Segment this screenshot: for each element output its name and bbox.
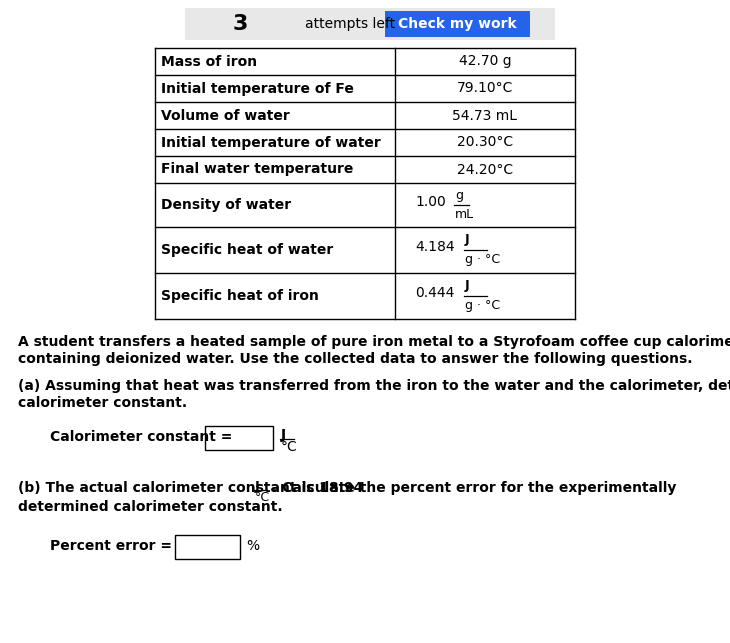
Text: (b) The actual calorimeter constant is 18.94: (b) The actual calorimeter constant is 1… (18, 481, 364, 495)
Bar (385, 11, 530, 37)
Text: g: g (455, 188, 463, 201)
Bar (185, 8, 555, 40)
Text: attempts left: attempts left (305, 17, 395, 31)
Text: Density of water: Density of water (161, 198, 291, 212)
Text: Check my work: Check my work (398, 17, 517, 31)
Text: determined calorimeter constant.: determined calorimeter constant. (18, 500, 283, 514)
Text: Volume of water: Volume of water (161, 109, 290, 123)
Bar (175, 535, 240, 559)
Text: J: J (465, 278, 469, 291)
Text: . Calculate the percent error for the experimentally: . Calculate the percent error for the ex… (272, 481, 677, 495)
Text: J: J (281, 428, 286, 442)
Text: °C: °C (281, 440, 298, 454)
Text: Initial temperature of water: Initial temperature of water (161, 136, 381, 150)
Text: Mass of iron: Mass of iron (161, 55, 257, 69)
Text: (a) Assuming that heat was transferred from the iron to the water and the calori: (a) Assuming that heat was transferred f… (18, 379, 730, 393)
Text: Specific heat of water: Specific heat of water (161, 243, 334, 257)
Text: J: J (255, 480, 260, 493)
Text: mL: mL (455, 208, 474, 221)
Text: Percent error =: Percent error = (50, 539, 172, 553)
Text: 4.184: 4.184 (415, 240, 455, 254)
Text: Initial temperature of Fe: Initial temperature of Fe (161, 82, 354, 96)
Text: Final water temperature: Final water temperature (161, 163, 353, 176)
Text: %: % (246, 539, 259, 553)
Text: 24.20°C: 24.20°C (457, 163, 513, 176)
Text: 54.73 mL: 54.73 mL (453, 109, 518, 123)
Text: containing deionized water. Use the collected data to answer the following quest: containing deionized water. Use the coll… (18, 352, 693, 366)
Text: 3: 3 (232, 14, 247, 34)
Text: 20.30°C: 20.30°C (457, 136, 513, 150)
Text: 79.10°C: 79.10°C (457, 82, 513, 96)
Text: A student transfers a heated sample of pure iron metal to a Styrofoam coffee cup: A student transfers a heated sample of p… (18, 335, 730, 349)
Bar (205, 426, 273, 450)
Text: g · °C: g · °C (465, 300, 500, 312)
Text: J: J (465, 233, 469, 246)
Text: Specific heat of iron: Specific heat of iron (161, 289, 319, 303)
Text: g · °C: g · °C (465, 253, 500, 266)
Text: °C: °C (255, 491, 270, 504)
Text: calorimeter constant.: calorimeter constant. (18, 396, 187, 410)
Text: 42.70 g: 42.70 g (458, 55, 511, 69)
Text: Calorimeter constant =: Calorimeter constant = (50, 430, 232, 444)
Text: 1.00: 1.00 (415, 195, 446, 209)
Text: 0.444: 0.444 (415, 286, 454, 300)
